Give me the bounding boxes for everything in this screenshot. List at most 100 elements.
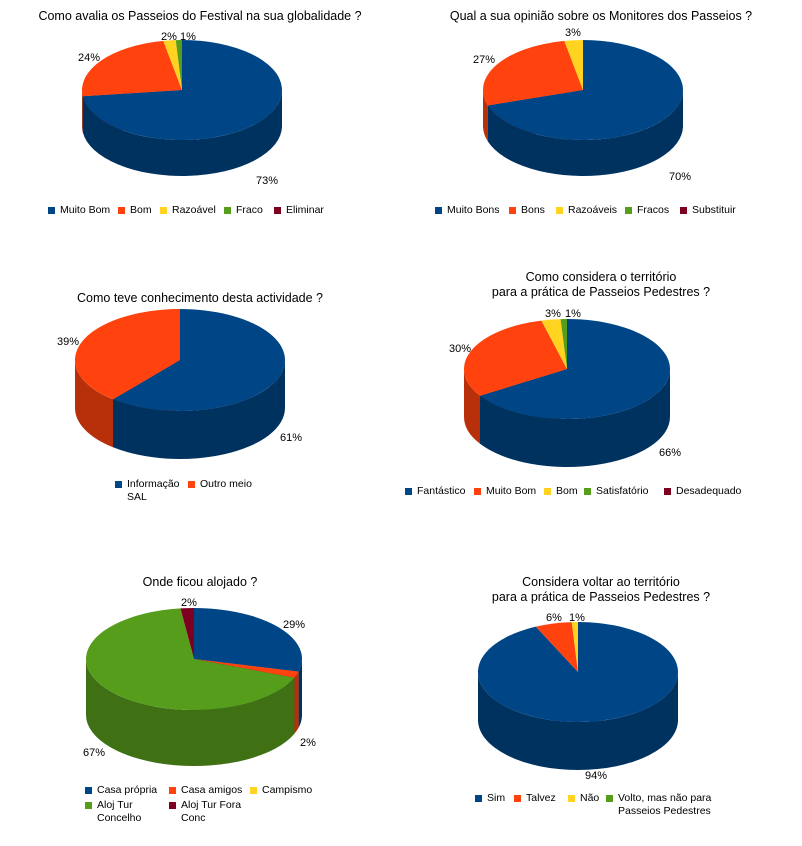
legend-swatch [568,795,575,802]
legend-item: Satisfatório [584,485,649,498]
pie-side-1 [75,360,114,448]
data-label: 27% [473,54,495,66]
legend-label: Talvez [526,792,556,804]
legend-label: Substituir [692,204,736,216]
legend-item: Sim [475,792,505,805]
data-label: 73% [256,175,278,187]
pie-slice-0 [487,40,683,140]
legend-swatch [664,488,671,495]
data-label: 2% [161,31,177,43]
chart-monitors-opinion: Qual a sua opinião sobre os Monitores do… [400,0,802,260]
legend-item: Muito Bom [474,485,536,498]
legend-label: Outro meio [200,478,252,490]
legend-swatch [169,787,176,794]
legend-label: Desadequado [676,485,742,497]
data-label: 30% [449,343,471,355]
chart-legend: Muito Bons Bons Razoáveis Fracos Substituir [400,204,802,234]
pie-side-1 [483,90,488,142]
chart-legend: Informação SAL Outro meio [0,478,400,518]
data-label: 61% [280,432,302,444]
legend-swatch [405,488,412,495]
legend-item: Desadequado [664,485,741,498]
legend-item: Outro meio [188,478,252,491]
legend-label: Satisfatório [596,485,649,497]
legend-item: Informação SAL [115,478,185,504]
legend-swatch [224,207,231,214]
chart-legend: Casa própria Casa amigos Campismo Aloj Tur … [0,784,400,844]
legend-label: Bom [556,485,578,497]
legend-label: Fracos [637,204,670,216]
legend-swatch [514,795,521,802]
data-label: 1% [569,612,585,624]
chart-return-intention: Considera voltar ao território para a pr… [400,566,802,846]
legend-swatch [118,207,125,214]
legend-swatch [250,787,257,794]
legend-label: Muito Bom [60,204,111,216]
pie-slice-1 [483,40,583,106]
data-label: 94% [585,770,607,782]
legend-label: Fraco [236,204,263,216]
pie-side-1 [82,90,83,133]
pie-slice-0 [480,319,670,419]
legend-swatch [584,488,591,495]
legend-label: Aloj Tur Fora Conc [181,799,242,824]
pie-slice-2 [564,40,583,90]
legend-swatch [48,207,55,214]
pie-slice-1 [464,320,567,396]
data-label: 1% [565,308,581,320]
data-label: 3% [565,27,581,39]
pie-chart: 61% 39% [57,309,302,459]
legend-swatch [115,481,122,488]
legend-label: Fantástico [417,485,466,497]
legend-item: Campismo [250,784,312,797]
legend-item: Bons [509,204,545,217]
chart-global-rating: Como avalia os Passeios do Festival na s… [0,0,400,260]
pie-slice-0 [113,309,285,411]
pie-slice-2 [163,40,182,90]
pie-side-3 [86,659,295,766]
legend-item: Substituir [680,204,736,217]
legend-item: Muito Bom [48,204,110,217]
legend-item: Fraco [224,204,263,217]
legend-swatch [680,207,687,214]
chart-legend: Muito Bom Bom Razoável Fraco Eliminar [0,204,400,234]
legend-label: Não [580,792,600,804]
pie-side-1 [294,671,299,734]
legend-swatch [474,488,481,495]
pie-side-0 [298,659,302,728]
pie-slice-1 [535,622,578,672]
pie-slice-4 [180,608,194,659]
chart-legend: Sim Talvez Não Volto, mas não para Passeios… [400,792,802,842]
legend-label: Muito Bons [447,204,500,216]
pie-side-1 [464,369,481,444]
pie-chart: 29% 2% 67% 2% [83,597,316,766]
pie-side-0 [82,90,282,176]
legend-label: Campismo [262,784,313,796]
legend-item: Bom [118,204,152,217]
pie-slice-1 [194,659,299,678]
legend-swatch [625,207,632,214]
legend-label: Muito Bom [486,485,537,497]
chart-title: Como teve conhecimento desta actividade … [77,291,323,305]
pie-slice-0 [194,608,303,672]
legend-item: Muito Bons [435,204,500,217]
data-label: 3% [545,308,561,320]
legend-item: Talvez [514,792,556,805]
legend-item: Não [568,792,599,805]
legend-item: Fracos [625,204,669,217]
legend-label: Razoáveis [568,204,618,216]
legend-swatch [85,802,92,809]
data-label: 70% [669,171,691,183]
legend-label: Informação SAL [127,478,180,503]
legend-label: Bom [130,204,152,216]
legend-item: Razoáveis [556,204,617,217]
pie-slice-0 [82,40,282,140]
legend-item: Eliminar [274,204,324,217]
legend-label: Bons [521,204,545,216]
chart-accommodation: Onde ficou alojado ? 29% 2% 67% 2% Casa pró… [0,566,400,846]
chart-territory-opinion: Como considera o território para a práti… [400,260,802,520]
legend-swatch [606,795,613,802]
legend-label: Casa amigos [181,784,243,796]
chart-legend: Fantástico Muito Bom Bom Satisfatório Desade… [400,485,802,515]
pie-slice-3 [175,40,182,90]
